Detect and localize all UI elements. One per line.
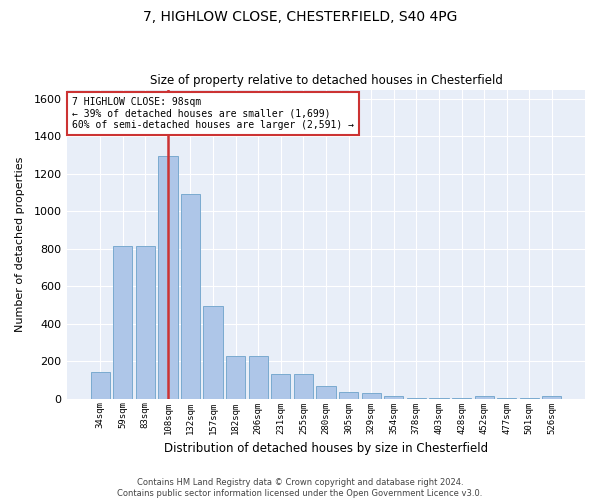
Text: 7, HIGHLOW CLOSE, CHESTERFIELD, S40 4PG: 7, HIGHLOW CLOSE, CHESTERFIELD, S40 4PG <box>143 10 457 24</box>
Bar <box>339 392 358 398</box>
Bar <box>475 396 494 398</box>
Title: Size of property relative to detached houses in Chesterfield: Size of property relative to detached ho… <box>149 74 502 87</box>
Text: Contains HM Land Registry data © Crown copyright and database right 2024.
Contai: Contains HM Land Registry data © Crown c… <box>118 478 482 498</box>
X-axis label: Distribution of detached houses by size in Chesterfield: Distribution of detached houses by size … <box>164 442 488 455</box>
Bar <box>203 306 223 398</box>
Bar <box>181 194 200 398</box>
Bar <box>271 374 290 398</box>
Bar <box>362 394 381 398</box>
Bar <box>136 246 155 398</box>
Bar <box>248 356 268 399</box>
Bar <box>294 374 313 398</box>
Bar <box>158 156 178 398</box>
Bar <box>113 246 133 398</box>
Bar <box>226 356 245 399</box>
Y-axis label: Number of detached properties: Number of detached properties <box>15 156 25 332</box>
Bar <box>316 386 335 398</box>
Text: 7 HIGHLOW CLOSE: 98sqm
← 39% of detached houses are smaller (1,699)
60% of semi-: 7 HIGHLOW CLOSE: 98sqm ← 39% of detached… <box>72 98 354 130</box>
Bar <box>91 372 110 398</box>
Bar <box>542 396 562 398</box>
Bar <box>384 396 403 398</box>
